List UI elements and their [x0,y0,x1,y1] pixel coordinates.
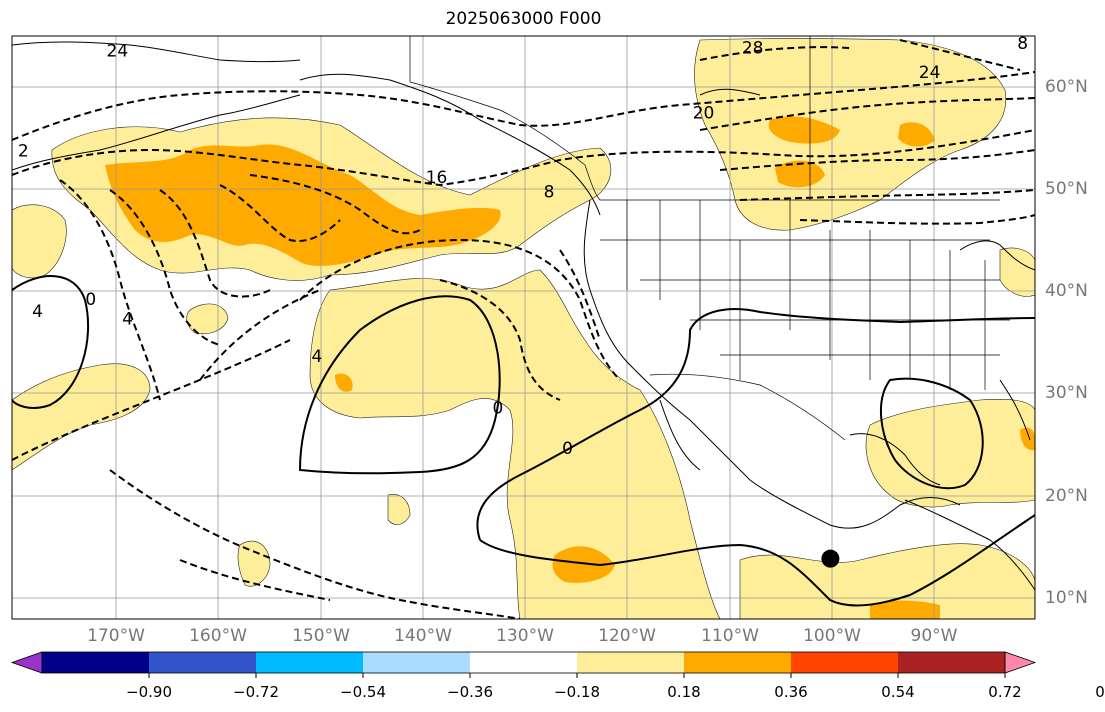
contour-label: 24 [919,63,941,83]
lat-tick-label: 40°N [1045,281,1088,301]
contour-label: 2 [18,142,29,162]
contour-labels: 24 2 16 8 0 4 4 4 0 0 28 20 24 8 [18,34,1028,459]
colorbar-segment [898,652,1006,673]
lon-tick-label: 120°W [598,626,656,646]
colorbar-tick-label: −0.72 [233,683,279,701]
lon-tick-label: 130°W [496,626,554,646]
colorbar-tick-label: −0.18 [554,683,600,701]
contour-label: 0 [85,290,96,310]
colorbar-tick-label: 0.54 [881,683,915,701]
map-frame [11,35,1036,620]
colorbar-tick-label: −0.90 [126,683,172,701]
colorbar-extend-high [1004,651,1037,674]
colorbar-segment [684,652,792,673]
lon-tick-label: 90°W [910,626,958,646]
colorbar-segment [42,652,150,673]
lon-tick-label: 170°W [87,626,145,646]
colorbar-segment [363,652,471,673]
colorbar-segment [256,652,364,673]
lat-tick-label: 60°N [1045,77,1088,97]
contour-label: 4 [311,347,322,367]
map-title: 2025063000 F000 [445,9,602,29]
colorbar-extend-low [10,651,43,674]
lon-tick-label: 160°W [189,626,247,646]
lon-tick-label: 140°W [394,626,452,646]
lat-tick-label: 20°N [1045,486,1088,506]
contour-label: 16 [426,168,448,188]
colorbar-tick-label: −0.54 [340,683,386,701]
contour-label: 8 [1017,34,1028,54]
contour-label: 0 [493,398,504,418]
contour-lines-solid [12,275,1035,607]
lon-tick-label: 110°W [701,626,759,646]
colorbar-tick-label: 0.72 [988,683,1022,701]
lat-tick-label: 50°N [1045,179,1088,199]
colorbar-segment [577,652,685,673]
contour-label: 8 [544,182,555,202]
colorbar-tick-label: 0.36 [774,683,808,701]
lat-tick-label: 30°N [1045,383,1088,403]
colorbar [10,651,1037,678]
lon-tick-label: 150°W [292,626,350,646]
colorbar-segment [149,652,257,673]
lat-tick-label: 10°N [1045,588,1088,608]
map-gridlines [12,36,1035,619]
colorbar-tick-label: 0.90 [1095,683,1105,701]
contour-label: 4 [32,302,43,322]
colorbar-tick-label: −0.36 [447,683,493,701]
colorbar-tick-label: 0.18 [667,683,701,701]
location-marker [821,549,840,568]
map-panel: 24 2 16 8 0 4 4 4 0 0 28 20 24 8 [12,34,1035,619]
contour-label: 20 [693,104,715,124]
coastlines [12,41,1035,591]
colorbar-segment [470,652,578,673]
anomaly-fill-orange [105,116,1035,619]
colorbar-segment [791,652,899,673]
contour-lines-dashed [12,39,1035,619]
contour-label: 24 [107,41,129,61]
contour-label: 0 [562,439,573,459]
contour-label: 4 [122,309,133,329]
contour-label: 28 [742,38,764,58]
country-borders [409,36,1010,441]
lon-tick-label: 100°W [803,626,861,646]
